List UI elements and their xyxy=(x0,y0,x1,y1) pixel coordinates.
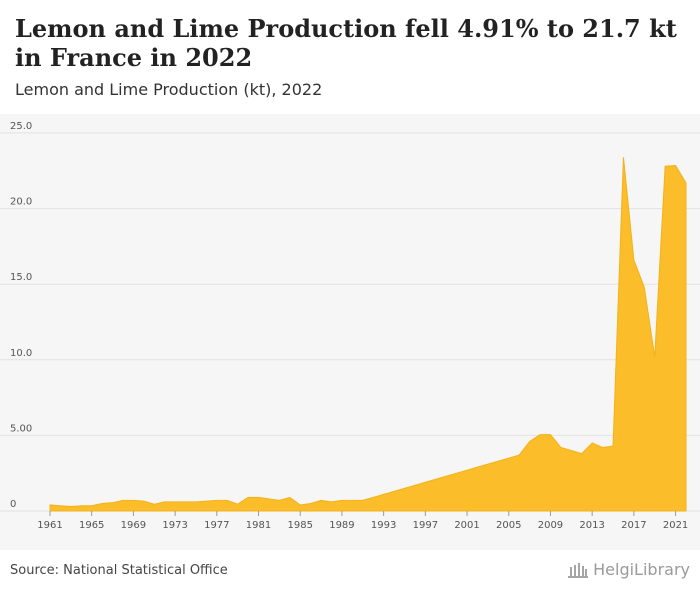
x-tick-label: 1969 xyxy=(121,520,146,531)
x-tick-label: 1961 xyxy=(37,520,62,531)
chart-title: Lemon and Lime Production fell 4.91% to … xyxy=(15,14,677,72)
y-tick-label: 0 xyxy=(10,499,16,510)
y-tick-label: 10.0 xyxy=(10,348,32,359)
x-tick-label: 2017 xyxy=(621,520,646,531)
x-tick-label: 1989 xyxy=(329,520,354,531)
x-tick-label: 1985 xyxy=(288,520,313,531)
x-axis-labels: 1961 1965 1969 1973 1977 1981 1985 1989 1993 1997… xyxy=(37,511,688,531)
y-tick-label: 5.00 xyxy=(10,423,32,434)
x-tick-label: 2009 xyxy=(538,520,563,531)
x-tick-label: 1997 xyxy=(413,520,438,531)
x-tick-label: 1981 xyxy=(246,520,271,531)
x-tick-label: 1977 xyxy=(204,520,229,531)
y-tick-label: 25.0 xyxy=(10,121,32,132)
source-note: Source: National Statistical Office xyxy=(10,563,228,578)
y-tick-label: 15.0 xyxy=(10,272,32,283)
y-tick-label: 20.0 xyxy=(10,197,32,208)
x-tick-label: 2021 xyxy=(663,520,688,531)
production-area xyxy=(49,157,687,512)
logo-text: HelgiLibrary xyxy=(593,560,690,579)
x-tick-label: 1965 xyxy=(79,520,104,531)
x-tick-label: 2013 xyxy=(579,520,604,531)
x-tick-label: 2001 xyxy=(454,520,479,531)
y-axis-labels: 0 5.00 10.0 15.0 20.0 25.0 xyxy=(10,121,32,510)
x-tick-label: 1993 xyxy=(371,520,396,531)
header: Lemon and Lime Production fell 4.91% to … xyxy=(0,0,700,114)
chart-subtitle: Lemon and Lime Production (kt), 2022 xyxy=(15,80,323,99)
helgilibrary-logo[interactable]: HelgiLibrary xyxy=(567,560,690,579)
x-tick-label: 1973 xyxy=(162,520,187,531)
library-building-icon xyxy=(568,562,589,578)
x-tick-label: 2005 xyxy=(496,520,521,531)
